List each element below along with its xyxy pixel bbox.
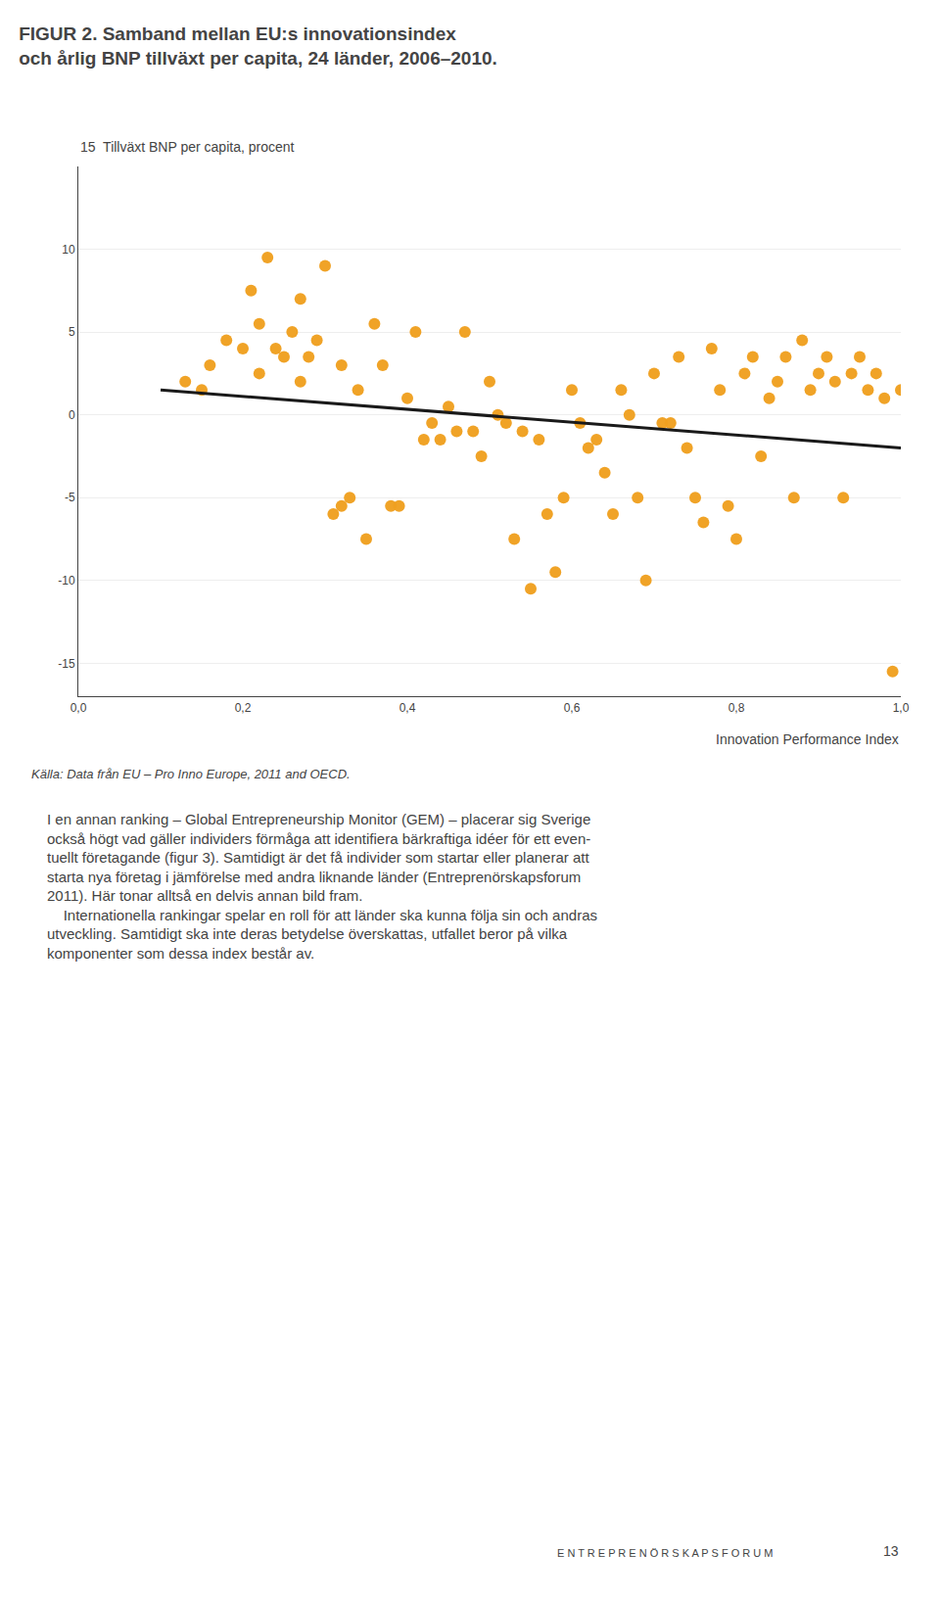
svg-text:0: 0 bbox=[68, 408, 76, 423]
svg-text:0,0: 0,0 bbox=[70, 701, 88, 715]
svg-text:5: 5 bbox=[68, 325, 76, 339]
svg-text:15 Tillväxt BNP per capita, p: 15 Tillväxt BNP per capita, procent bbox=[80, 139, 295, 155]
svg-text:-15: -15 bbox=[57, 657, 76, 671]
svg-text:0,8: 0,8 bbox=[728, 701, 746, 715]
svg-text:10: 10 bbox=[61, 242, 76, 257]
svg-text:0,6: 0,6 bbox=[564, 701, 581, 715]
svg-text:I en annan ranking – Global En: I en annan ranking – Global Entrepreneur… bbox=[47, 810, 598, 962]
svg-text:Innovation Performance Index: Innovation Performance Index bbox=[715, 731, 899, 748]
svg-text:Källa: Data från EU – Pro Inno: Källa: Data från EU – Pro Inno Europe, 2… bbox=[31, 766, 351, 782]
svg-text:0,4: 0,4 bbox=[399, 701, 417, 715]
svg-text:E N T R E P R E N Ö R S K A P: E N T R E P R E N Ö R S K A P S F O R U … bbox=[557, 1547, 773, 1559]
svg-text:0,2: 0,2 bbox=[235, 701, 252, 715]
svg-text:-5: -5 bbox=[64, 490, 76, 505]
svg-text:1,0: 1,0 bbox=[893, 701, 910, 715]
svg-text:13: 13 bbox=[883, 1543, 899, 1559]
svg-text:-10: -10 bbox=[57, 573, 76, 588]
svg-text:FIGUR 2. Samband mellan EU:s i: FIGUR 2. Samband mellan EU:s innovations… bbox=[18, 23, 498, 69]
